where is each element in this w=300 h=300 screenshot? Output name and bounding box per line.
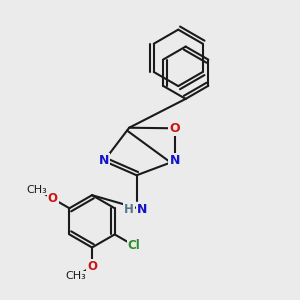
Text: N: N [169, 154, 180, 167]
Text: CH₃: CH₃ [65, 272, 86, 281]
Text: H: H [124, 203, 134, 216]
Text: O: O [48, 192, 58, 205]
Text: N: N [99, 154, 109, 167]
Text: N: N [137, 203, 147, 216]
Text: O: O [87, 260, 97, 273]
Text: CH₃: CH₃ [27, 185, 48, 195]
Text: O: O [169, 122, 180, 135]
Text: Cl: Cl [128, 239, 140, 252]
